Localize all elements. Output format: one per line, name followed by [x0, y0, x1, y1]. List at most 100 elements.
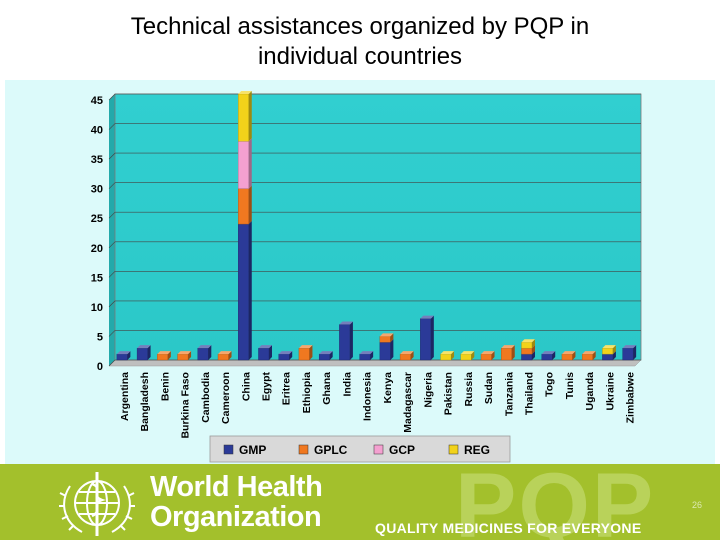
bar-top: [238, 91, 252, 94]
plot-side-wall: [109, 94, 115, 366]
bar-top: [319, 351, 333, 355]
bar-top: [379, 333, 394, 337]
plot-floor: [108, 359, 642, 367]
legend-box: [209, 435, 511, 463]
bar-side: [531, 345, 535, 355]
x-tick-label: Egypt: [261, 372, 273, 402]
bar-front: [197, 347, 209, 361]
gridline-depth: [108, 330, 116, 337]
gridline-depth: [108, 93, 116, 101]
bar-segment: [238, 91, 252, 142]
x-tick-label: Argentina: [119, 372, 131, 421]
bar-segment: [561, 351, 576, 361]
x-tick-label: China: [240, 372, 252, 401]
bar-front: [177, 353, 189, 361]
pqp-logo: PQP: [455, 464, 656, 540]
bar-top: [298, 345, 313, 349]
y-tick-label: 0: [97, 361, 103, 373]
slide-title: Technical assistances organized by PQP i…: [0, 12, 720, 72]
bar-side: [248, 138, 252, 189]
bar-front: [238, 141, 249, 189]
bar-front: [622, 347, 634, 361]
bar-top: [440, 351, 455, 355]
bar-segment: [501, 345, 515, 361]
pqp-tagline: QUALITY MEDICINES FOR EVERYONE: [375, 520, 642, 536]
bar-top: [541, 351, 556, 355]
x-tick-label: Kenya: [382, 372, 394, 404]
gridline-depth: [108, 182, 116, 189]
organization-name-line-1: World Health: [150, 471, 323, 503]
bar-side: [329, 351, 333, 360]
bar-top: [258, 345, 272, 349]
bar-side: [531, 351, 535, 360]
x-tick-label: Indonesia: [362, 372, 374, 421]
x-tick-label: Thailand: [524, 372, 536, 415]
y-tick-label: 5: [97, 331, 103, 343]
legend-label: GCP: [389, 443, 415, 457]
y-tick-label: 45: [91, 95, 103, 107]
bar-side: [228, 351, 232, 360]
bar-segment: [440, 351, 455, 361]
bar-segment: [136, 345, 151, 361]
bar-segment: [521, 339, 535, 349]
gridline-depth: [108, 300, 116, 308]
y-tick-label: 40: [91, 125, 103, 137]
bar-side: [248, 185, 252, 225]
bar-side: [208, 345, 212, 360]
x-tick-label: Zimbabwe: [625, 372, 637, 424]
slide-number: 26: [692, 500, 703, 510]
y-tick-label: 25: [91, 213, 103, 225]
bar-segment: [359, 351, 374, 361]
bar-top: [561, 351, 576, 355]
bar-side: [248, 221, 252, 360]
bar-front: [339, 324, 351, 361]
bar-segment: [298, 345, 313, 361]
bar-front: [157, 353, 169, 361]
bar-top: [400, 351, 414, 355]
bar-top: [582, 351, 596, 355]
bar-segment: [399, 351, 414, 361]
bar-segment: [157, 351, 171, 361]
bar-front: [217, 353, 229, 361]
title-line-2: individual countries: [257, 43, 463, 70]
bar-side: [370, 351, 374, 360]
bar-front: [399, 353, 411, 361]
bar-front: [602, 347, 614, 355]
legend-label: GMP: [239, 443, 266, 457]
bar-side: [451, 351, 455, 360]
bar-top: [137, 345, 151, 349]
bar-side: [471, 351, 475, 360]
bar-front: [602, 353, 614, 361]
footer-banner: World Health Organization PQP QUALITY ME…: [0, 464, 720, 540]
bar-front: [379, 336, 391, 343]
x-tick-label: Tunis: [564, 372, 576, 399]
bar-front: [359, 353, 371, 361]
legend-swatch: [448, 444, 459, 455]
legend-item: GMP: [223, 443, 266, 457]
x-tick-label: Burkina Faso: [180, 372, 192, 439]
x-tick-label: Bangladesh: [139, 372, 151, 432]
y-tick-label: 15: [91, 272, 103, 284]
gridline-depth: [108, 152, 116, 160]
bar-front: [379, 342, 391, 361]
bar-side: [390, 333, 394, 343]
bar-segment: [197, 345, 212, 361]
x-tick-label: Togo: [544, 372, 556, 397]
bar-top: [602, 345, 616, 349]
who-emblem-icon: [59, 472, 135, 536]
y-tick-label: 30: [91, 184, 103, 196]
bar-top: [359, 351, 374, 355]
bar-top: [157, 351, 171, 355]
x-tick-label: Benin: [159, 372, 171, 401]
legend-item: REG: [448, 443, 490, 457]
bar-segment: [217, 351, 232, 361]
bar-top: [420, 315, 434, 319]
stacked-bar-chart: 0 5 10 15 20 25 30 35 40 45 Argentina Bangladesh Be…: [91, 91, 642, 463]
bar-side: [612, 351, 616, 360]
x-tick-label: Cambodia: [200, 372, 212, 423]
bar-front: [501, 347, 512, 361]
bar-front: [298, 347, 310, 361]
legend-item: GPLC: [298, 443, 348, 457]
bar-segment: [420, 315, 434, 361]
bar-top: [481, 351, 495, 355]
